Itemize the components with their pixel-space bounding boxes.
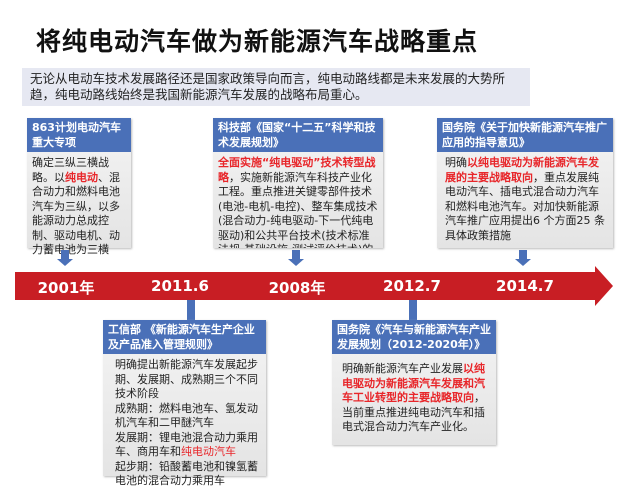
- body-text: 明确: [445, 156, 467, 169]
- body-text: 确定三纵三横战略。以: [32, 156, 109, 184]
- box-body: 明确以纯电驱动为新能源汽车发展的主要战略取向，重点发展纯电动汽车、插电式混合动力…: [437, 152, 613, 247]
- page-title: 将纯电动汽车做为新能源汽车战略重点: [36, 27, 479, 56]
- arrow-down-icon: [288, 250, 304, 266]
- body-text: 、混合动力和燃料电池汽车为三纵，以多能源动力总成控制、驱动电机、动力蓄电池为三横: [32, 170, 120, 257]
- timeline-arrow-icon: [595, 266, 613, 306]
- connector-line: [187, 300, 195, 320]
- body-text: 起步期：铅酸蓄电池和镍氢蓄电池的混合动力乘用车: [115, 459, 258, 488]
- policy-box-2014: 国务院《关于加快新能源汽车推广应用的指导意见》 明确以纯电驱动为新能源汽车发展的…: [437, 118, 613, 248]
- body-text: 明确提出新能源汽车发展起步期、发展期、成熟期三个不同技术阶段 成熟期：燃料电池车…: [115, 358, 258, 458]
- body-text: ，当前重点推进纯电动汽车和插电式混合动力汽车产业化。: [342, 391, 485, 433]
- policy-box-2012: 国务院《汽车与新能源汽车产业发展规划（2012-2020年）》 明确新能源汽车产…: [332, 320, 496, 445]
- highlight-text: 以纯电驱动为新能源汽车发展的主要战略取向: [445, 156, 599, 184]
- box-header: 科技部《国家“十二五”科学和技术发展规划》: [213, 118, 383, 152]
- policy-box-2008: 科技部《国家“十二五”科学和技术发展规划》 全面实施“纯电驱动”技术转型战略，实…: [213, 118, 383, 248]
- policy-box-2001: 863计划电动汽车重大专项 确定三纵三横战略。以纯电动、混合动力和燃料电池汽车为…: [27, 118, 131, 256]
- box-header: 863计划电动汽车重大专项: [27, 118, 131, 152]
- intro-box: 无论从电动车技术发展路径还是国家政策导向而言，纯电动路线都是未来发展的大势所趋，…: [22, 68, 530, 106]
- policy-box-2011: 工信部 《新能源汽车生产企业及产品准入管理规则》 明确提出新能源汽车发展起步期、…: [103, 320, 266, 487]
- box-body: 明确新能源汽车产业发展以纯电驱动为新能源汽车发展和汽车工业转型的主要战略取向，当…: [332, 354, 496, 439]
- connector-line: [409, 300, 417, 320]
- highlight-text: 以纯电驱动为新能源汽车发展和汽车工业转型的主要战略取向: [342, 362, 485, 404]
- highlight-text: 纯电动汽车: [181, 445, 236, 458]
- box-body: 全面实施“纯电驱动”技术转型战略，实施新能源汽车科技产业化工程。重点推进关键零部…: [213, 152, 383, 248]
- year-label: 2012.7: [383, 277, 441, 295]
- body-text: ，实施新能源汽车科技产业化工程。重点推进关键零部件技术(电池-电机-电控)、整车…: [218, 170, 378, 249]
- year-label: 2014.7: [496, 277, 554, 295]
- box-header: 国务院《汽车与新能源汽车产业发展规划（2012-2020年）》: [332, 320, 496, 354]
- year-label: 2008年: [268, 279, 326, 297]
- box-body: 明确提出新能源汽车发展起步期、发展期、成熟期三个不同技术阶段 成熟期：燃料电池车…: [103, 354, 266, 493]
- timeline-bar: [15, 272, 595, 300]
- body-text: ，重点发展纯电动汽车、插电式混合动力汽车和燃料电池汽车。对加快新能源汽车推广应用…: [445, 170, 605, 242]
- body-text: 明确新能源汽车产业发展: [342, 362, 463, 375]
- year-label: 2001年: [37, 279, 95, 297]
- arrow-down-icon: [57, 250, 73, 266]
- box-header: 国务院《关于加快新能源汽车推广应用的指导意见》: [437, 118, 613, 152]
- box-header: 工信部 《新能源汽车生产企业及产品准入管理规则》: [103, 320, 266, 354]
- arrow-down-icon: [515, 250, 531, 266]
- highlight-text: 纯电动: [65, 170, 98, 184]
- year-label: 2011.6: [151, 277, 209, 295]
- box-body: 确定三纵三横战略。以纯电动、混合动力和燃料电池汽车为三纵，以多能源动力总成控制、…: [27, 152, 131, 262]
- highlight-text: 全面实施“纯电驱动”技术转型战略: [218, 156, 376, 184]
